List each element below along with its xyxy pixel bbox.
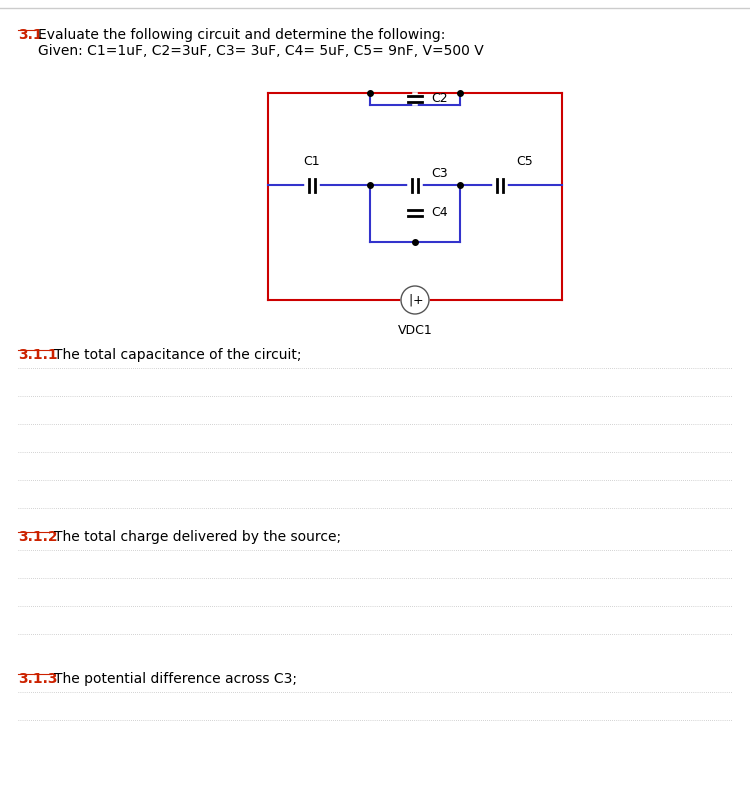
Text: C1: C1 [304, 155, 320, 168]
Circle shape [401, 286, 429, 314]
Text: 3.1: 3.1 [18, 28, 43, 42]
Text: C5: C5 [516, 155, 532, 168]
Text: The potential difference across C3;: The potential difference across C3; [55, 672, 298, 686]
Text: C4: C4 [431, 206, 448, 220]
Text: Evaluate the following circuit and determine the following:: Evaluate the following circuit and deter… [38, 28, 445, 42]
Text: Given: C1=1uF, C2=3uF, C3= 3uF, C4= 5uF, C5= 9nF, V=500 V: Given: C1=1uF, C2=3uF, C3= 3uF, C4= 5uF,… [38, 44, 484, 58]
Text: +: + [413, 294, 423, 306]
Text: |: | [408, 294, 413, 306]
Text: 3.1.2: 3.1.2 [18, 530, 58, 544]
Text: VDC1: VDC1 [398, 324, 432, 337]
Text: 3.1.1: 3.1.1 [18, 348, 58, 362]
Text: The total charge delivered by the source;: The total charge delivered by the source… [55, 530, 341, 544]
Text: The total capacitance of the circuit;: The total capacitance of the circuit; [55, 348, 302, 362]
Text: C3: C3 [431, 167, 448, 180]
Text: 3.1.3: 3.1.3 [18, 672, 58, 686]
Text: C2: C2 [431, 92, 448, 106]
